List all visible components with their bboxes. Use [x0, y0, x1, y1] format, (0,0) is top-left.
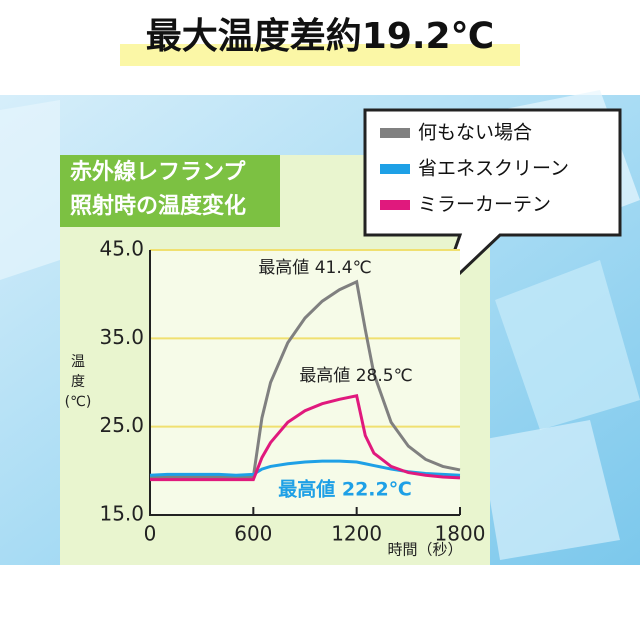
y-tick-label: 15.0	[99, 502, 144, 526]
annotation: 最高値 28.5℃	[299, 366, 412, 386]
x-tick-label: 1200	[331, 522, 382, 546]
chart-title-box	[60, 155, 280, 227]
y-tick-label: 35.0	[99, 325, 144, 349]
series-line	[150, 279, 461, 479]
series-line	[150, 393, 461, 482]
ice-cube	[495, 260, 640, 430]
axes	[149, 250, 460, 516]
y-tick-label: 45.0	[99, 237, 144, 261]
legend-swatch	[380, 164, 410, 174]
annotation: 最高値 41.4℃	[258, 258, 371, 278]
x-tick-label: 0	[144, 522, 157, 546]
legend-label: 何もない場合	[418, 122, 532, 144]
x-tick-label: 600	[234, 522, 272, 546]
legend-callout	[363, 108, 622, 294]
legend-swatch	[380, 128, 410, 138]
y-axis-label: 度	[71, 374, 85, 390]
annotation: 最高値 22.2℃	[278, 478, 412, 501]
headline-highlight	[120, 44, 520, 66]
headline: 最大温度差約19.2℃	[146, 16, 494, 57]
chart-title: 赤外線レフランプ	[70, 159, 246, 185]
ice-cube	[480, 420, 620, 560]
y-tick-label: 25.0	[99, 413, 144, 437]
chart-title: 照射時の温度変化	[70, 193, 246, 219]
legend-label: ミラーカーテン	[418, 194, 551, 216]
x-axis-label: 時間（秒）	[387, 541, 462, 559]
y-axis-label: 温	[71, 354, 85, 370]
legend-swatch	[380, 200, 410, 210]
x-tick-label: 1800	[435, 522, 486, 546]
y-axis-label: (℃)	[65, 394, 92, 410]
ice-cube	[0, 100, 60, 280]
legend-label: 省エネスクリーン	[418, 158, 569, 180]
